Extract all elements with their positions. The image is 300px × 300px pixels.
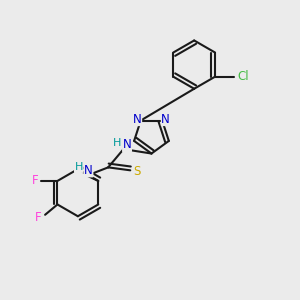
Text: F: F xyxy=(35,211,42,224)
Text: F: F xyxy=(32,174,38,188)
Text: H: H xyxy=(75,162,83,172)
Text: Cl: Cl xyxy=(237,70,249,83)
Text: N: N xyxy=(133,112,142,125)
Text: N: N xyxy=(84,164,93,177)
Text: S: S xyxy=(133,165,140,178)
Text: N: N xyxy=(161,112,170,125)
Text: H: H xyxy=(113,138,121,148)
Text: N: N xyxy=(123,139,131,152)
